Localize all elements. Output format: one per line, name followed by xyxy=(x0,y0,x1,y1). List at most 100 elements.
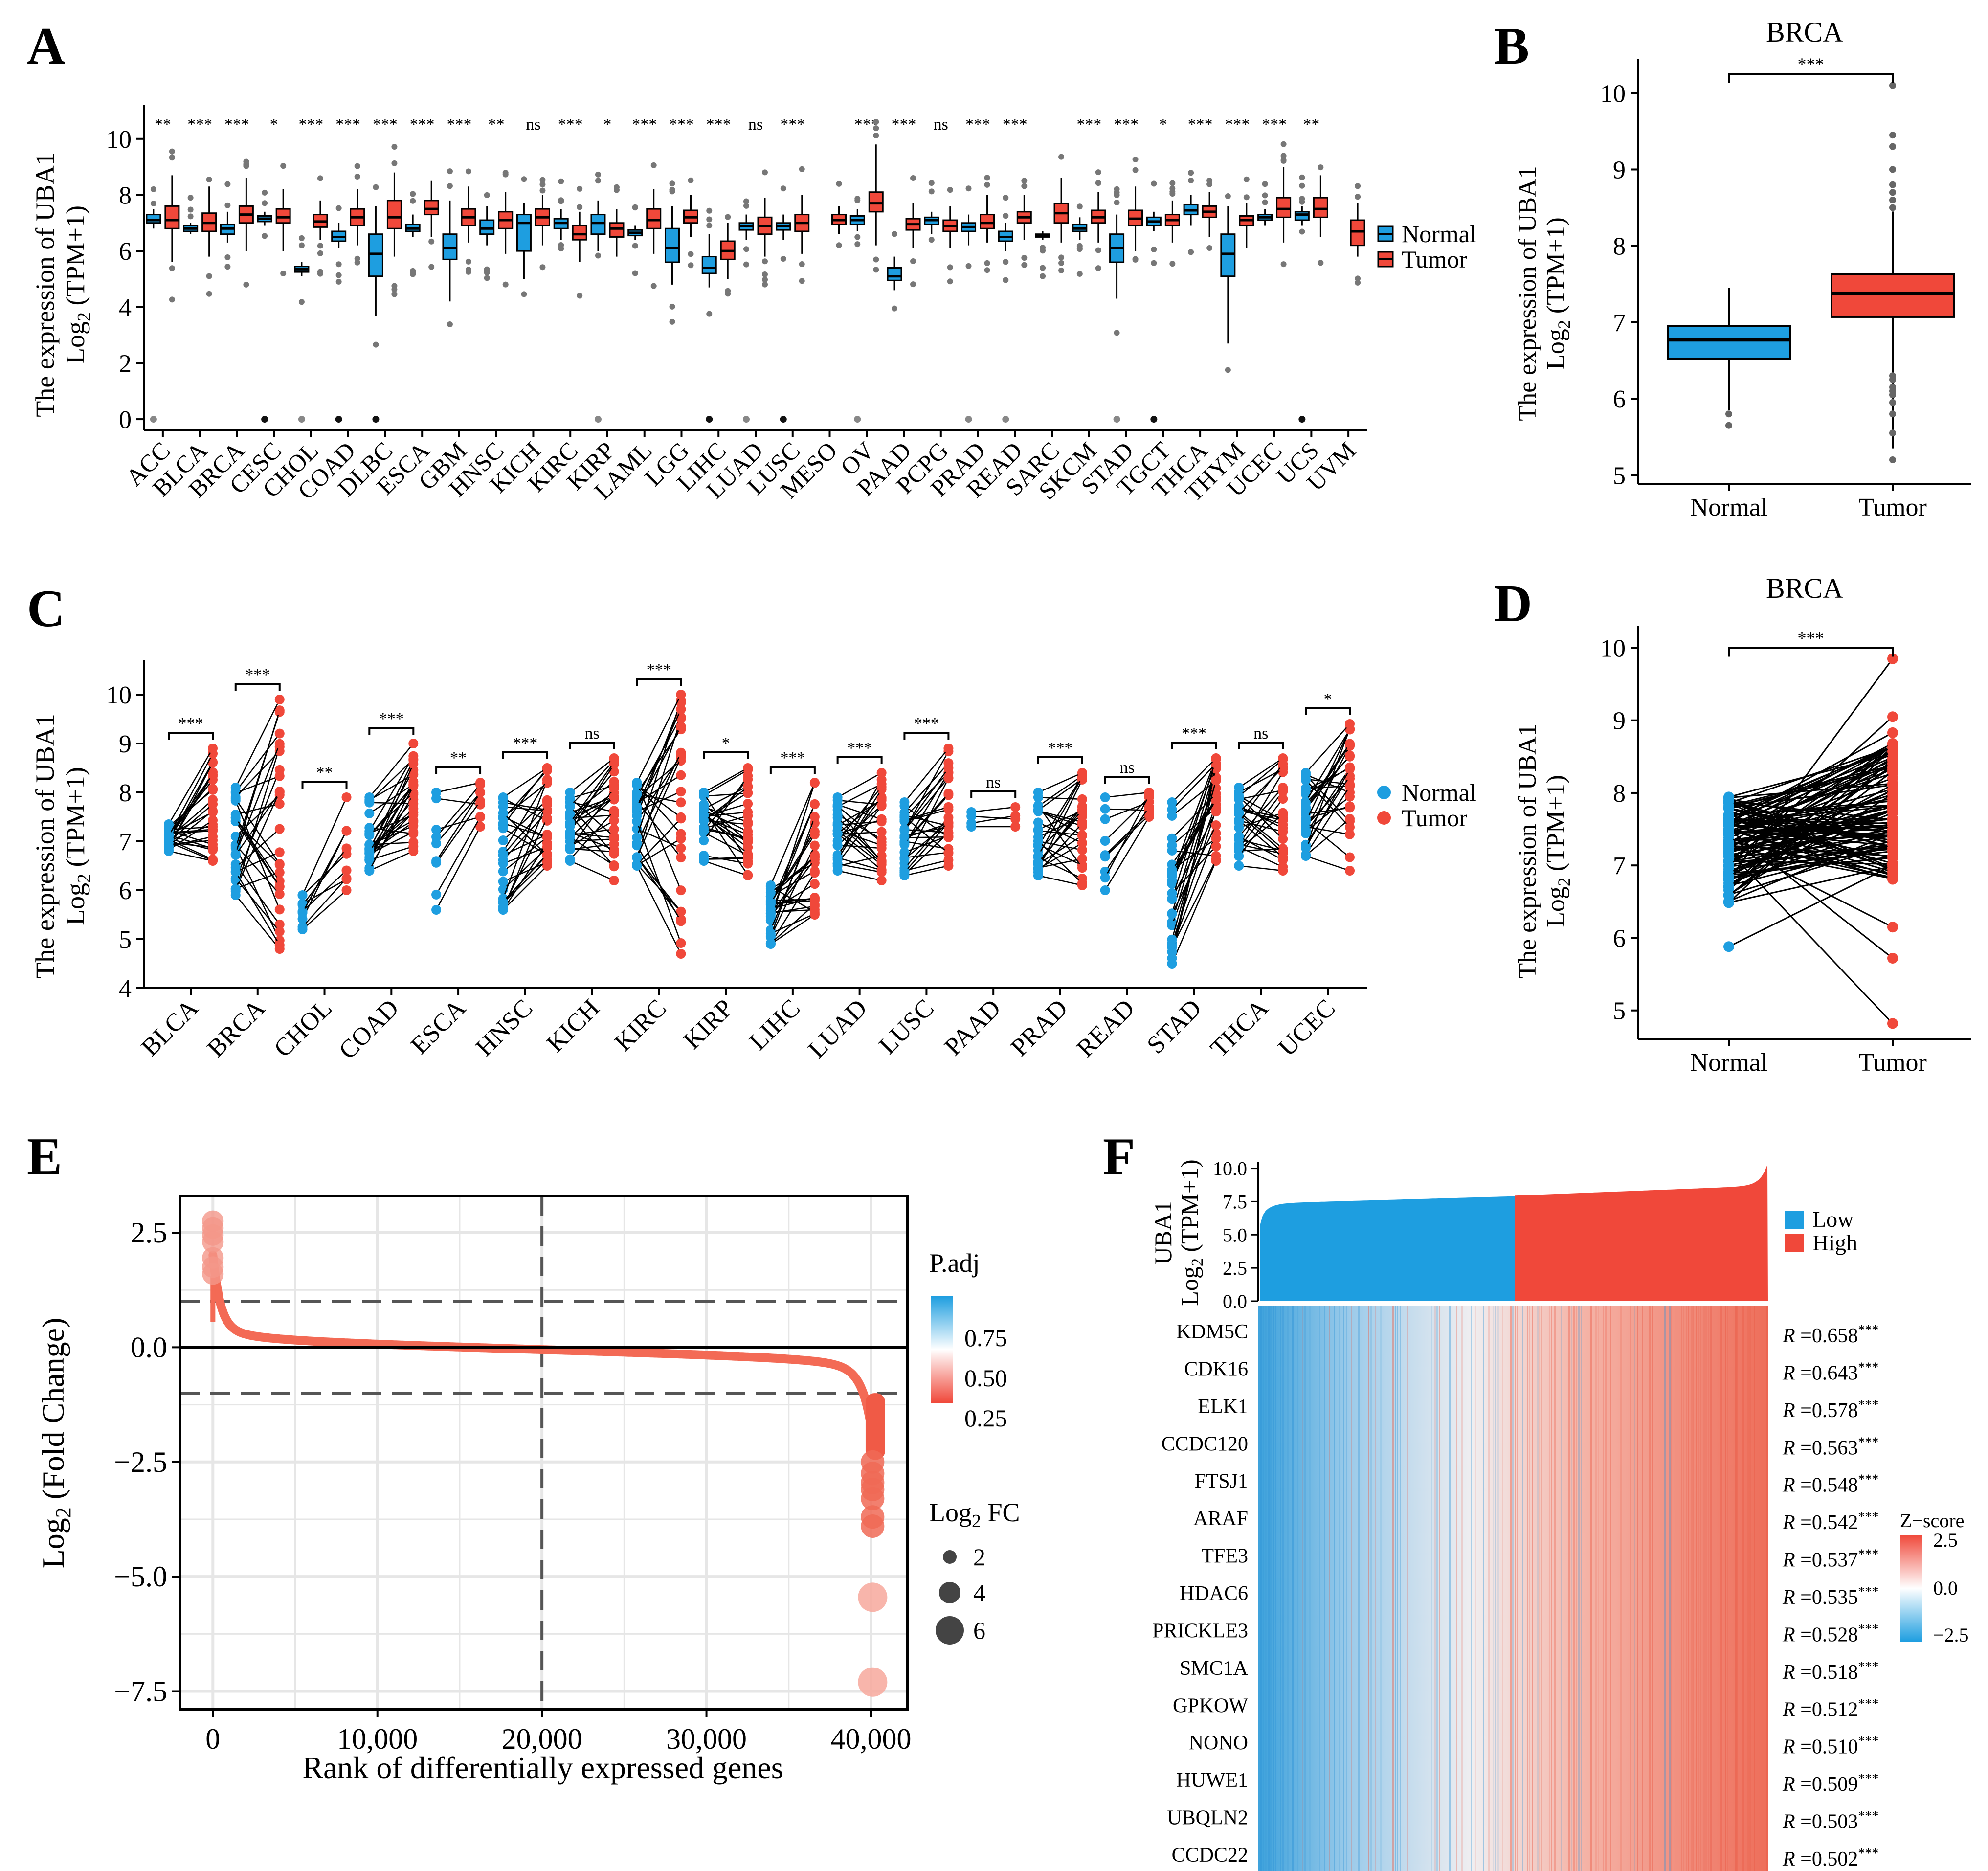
d-pair-line xyxy=(1728,844,1893,896)
c-dot-tumor-LUAD xyxy=(876,856,887,866)
f-r-value-TFE3: R =0.537*** xyxy=(1782,1547,1878,1572)
d-pair-line xyxy=(1728,793,1893,896)
c-pair-line-LUAD xyxy=(837,783,882,808)
c-dot-normal-STAD xyxy=(1167,909,1177,919)
c-dot-normal-UCEC xyxy=(1301,768,1311,778)
c-dot-tumor-UCEC xyxy=(1345,764,1355,774)
c-dot-tumor-UCEC xyxy=(1345,852,1355,862)
a-box-tumor-READ-outlier xyxy=(1021,255,1028,261)
a-box-normal-LGG-outlier xyxy=(669,180,675,187)
c-pair-line-THCA xyxy=(1238,796,1284,840)
c-dot-tumor-UCEC xyxy=(1345,801,1355,812)
f-legend-groups: Low High xyxy=(1785,1207,1857,1255)
a-zero-outlier-CESC xyxy=(261,416,268,423)
c-dot-tumor-LUSC xyxy=(943,817,954,828)
f-heatmap-column xyxy=(1529,1306,1530,1871)
c-pair-line-UCEC xyxy=(1305,855,1350,872)
f-zscore-mid: 0.0 xyxy=(1933,1577,1958,1599)
legend-c-normal-dot xyxy=(1377,786,1391,799)
f-zscore-low: −2.5 xyxy=(1933,1624,1969,1646)
e-legend-fc-4-dot xyxy=(939,1582,960,1603)
f-heatmap-column xyxy=(1497,1306,1499,1871)
f-gene-label-CDK16: CDK16 xyxy=(1184,1358,1248,1380)
e-ylabel: Log2 (Fold Change) xyxy=(36,1318,75,1569)
c-pair-line-ESCA xyxy=(436,784,481,837)
a-box-normal-KIRC-outlier xyxy=(558,178,564,184)
c-xtick-label-STAD: STAD xyxy=(1142,994,1207,1059)
c-pair-line-COAD xyxy=(369,786,414,871)
c-dot-tumor-HNSC xyxy=(542,763,552,773)
c-dot-tumor-KIRC xyxy=(676,812,686,822)
ylabel-a-log: Log xyxy=(61,321,90,364)
c-pair-line-UCEC xyxy=(1305,768,1351,848)
c-dot-normal-STAD xyxy=(1167,833,1177,843)
c-pair-line-KICH xyxy=(570,848,614,853)
a-box-tumor-COAD-outlier xyxy=(354,174,360,180)
a-box-normal-SKCM-outlier xyxy=(1076,203,1083,210)
c-dot-tumor-HNSC xyxy=(542,775,552,785)
ylabel-b-log: Log xyxy=(1542,329,1570,370)
a-box-tumor-KICH-outlier xyxy=(539,181,546,188)
a-box-tumor-KIRC-outlier xyxy=(577,185,583,192)
d-sig-label: *** xyxy=(1798,628,1824,648)
c-pair-line-THCA xyxy=(1238,787,1284,837)
a-box-tumor-UCEC-outlier xyxy=(1280,153,1287,159)
a-box-normal-PCPG-outlier xyxy=(928,237,935,243)
c-pair-line-ESCA xyxy=(436,816,481,831)
f-heatmap-column xyxy=(1515,1306,1516,1871)
c-pair-line-STAD xyxy=(1171,763,1217,810)
panel-b-title: BRCA xyxy=(1766,16,1843,48)
f-r-value-FTSJ1: R =0.548*** xyxy=(1782,1472,1878,1497)
a-box-tumor-PAAD-outlier xyxy=(910,175,916,181)
c-dot-tumor-LUSC xyxy=(943,855,954,865)
a-box-normal-SKCM-outlier xyxy=(1076,245,1083,251)
c-pair-line-STAD xyxy=(1171,859,1217,947)
c-dot-normal-READ xyxy=(1100,814,1110,824)
e-legend-fc-2-dot xyxy=(943,1550,957,1564)
f-r-value-UBQLN2: R =0.503*** xyxy=(1782,1809,1878,1833)
c-dot-tumor-KICH xyxy=(609,860,619,870)
f-heatmap-column xyxy=(1280,1306,1281,1871)
a-box-tumor-OV-outlier xyxy=(873,125,879,132)
c-pair-line-READ xyxy=(1104,816,1150,891)
ylabel-a-line2: Log2 (TPM+1) xyxy=(61,205,94,364)
f-heatmap-column xyxy=(1370,1306,1372,1871)
c-pair-line-THCA xyxy=(1238,789,1283,800)
f-zscore-bar xyxy=(1900,1535,1922,1642)
a-box-tumor-UVM-outlier xyxy=(1355,194,1361,200)
c-pair-line-LUAD xyxy=(837,798,882,834)
f-heatmap-column xyxy=(1749,1306,1751,1871)
a-box-tumor-LIHC-outlier xyxy=(725,214,731,220)
d-pair-line xyxy=(1728,746,1893,804)
c-pair-line-PRAD xyxy=(1038,830,1083,836)
f-legend-low: Low xyxy=(1812,1207,1854,1232)
c-dot-normal-ESCA xyxy=(431,856,442,866)
c-pair-line-READ xyxy=(1104,795,1150,878)
a-box-tumor-LAML-outlier xyxy=(650,162,657,168)
f-bar-ylabel: UBA1 Log2 (TPM+1) xyxy=(1149,1159,1206,1306)
ylabel-c-sub: 2 xyxy=(74,874,94,883)
panel-a-legend: Normal Tumor xyxy=(1377,220,1476,273)
c-dot-normal-LUSC xyxy=(899,797,910,807)
a-zero-outlier-READ xyxy=(1002,416,1009,423)
d-pair-line xyxy=(1728,743,1893,830)
c-dot-tumor-BLCA xyxy=(208,815,218,825)
c-sig-bracket-STAD xyxy=(1171,742,1217,749)
c-pair-line-COAD xyxy=(369,802,414,805)
c-dot-tumor-THCA xyxy=(1278,785,1288,795)
e-ylabel-sub: 2 xyxy=(51,1507,75,1518)
a-box-normal-SARC-outlier xyxy=(1040,265,1046,271)
c-dot-tumor-KICH xyxy=(609,815,619,826)
f-heatmap-column xyxy=(1568,1306,1570,1871)
c-dot-tumor-COAD xyxy=(408,829,419,839)
c-dot-normal-KICH xyxy=(565,828,575,838)
f-heatmap-column xyxy=(1395,1306,1396,1871)
c-pair-line-KIRC xyxy=(636,828,681,849)
c-dot-normal-KIRC xyxy=(632,789,642,799)
f-heatmap-column xyxy=(1532,1306,1533,1871)
a-box-normal-HNSC-outlier xyxy=(484,270,490,276)
c-dot-normal-KIRP xyxy=(699,823,709,834)
c-pair-line-UCEC xyxy=(1305,806,1350,819)
d-pair-line xyxy=(1728,832,1893,902)
